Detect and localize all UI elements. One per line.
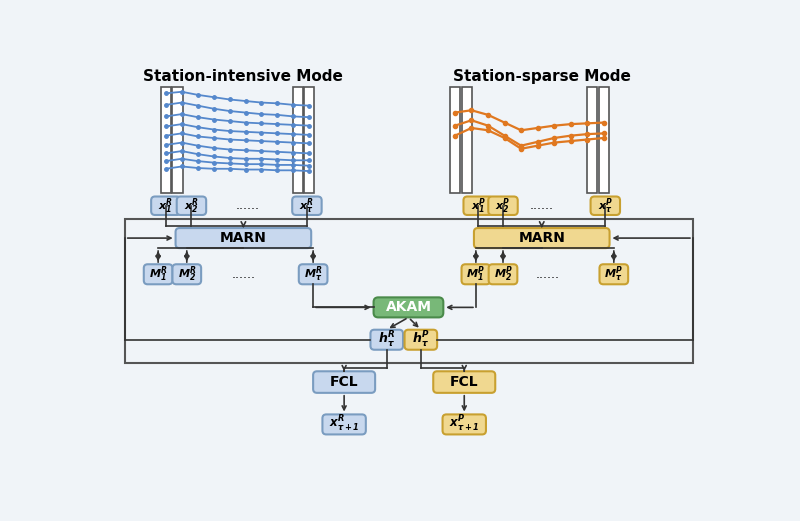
Bar xyxy=(598,87,609,193)
FancyBboxPatch shape xyxy=(590,196,620,215)
Text: Station-sparse Mode: Station-sparse Mode xyxy=(453,69,630,84)
Text: ......: ...... xyxy=(231,268,255,281)
Text: $\bfit{x}_2^P$: $\bfit{x}_2^P$ xyxy=(495,196,510,216)
FancyBboxPatch shape xyxy=(474,228,610,248)
Bar xyxy=(173,87,182,193)
Text: $\bfit{M}_2^P$: $\bfit{M}_2^P$ xyxy=(494,265,512,284)
FancyBboxPatch shape xyxy=(298,264,327,284)
FancyBboxPatch shape xyxy=(173,264,201,284)
FancyBboxPatch shape xyxy=(175,228,311,248)
Text: AKAM: AKAM xyxy=(386,301,431,314)
FancyBboxPatch shape xyxy=(434,371,495,393)
Text: ......: ...... xyxy=(530,199,554,212)
Text: $\bfit{x}_1^P$: $\bfit{x}_1^P$ xyxy=(470,196,486,216)
FancyBboxPatch shape xyxy=(488,196,518,215)
FancyBboxPatch shape xyxy=(177,196,206,215)
Bar xyxy=(161,87,171,193)
FancyBboxPatch shape xyxy=(462,264,490,284)
Text: $\bfit{h}_\tau^P$: $\bfit{h}_\tau^P$ xyxy=(412,330,430,350)
Text: $\bfit{x}_1^R$: $\bfit{x}_1^R$ xyxy=(158,196,174,216)
Bar xyxy=(293,87,302,193)
Bar xyxy=(450,87,460,193)
Bar xyxy=(587,87,597,193)
Text: $\bfit{x}_{\tau+1}^P$: $\bfit{x}_{\tau+1}^P$ xyxy=(449,414,479,435)
FancyBboxPatch shape xyxy=(144,264,173,284)
Text: Station-intensive Mode: Station-intensive Mode xyxy=(143,69,343,84)
FancyBboxPatch shape xyxy=(313,371,375,393)
FancyBboxPatch shape xyxy=(370,330,403,350)
FancyBboxPatch shape xyxy=(374,297,443,317)
Text: MARN: MARN xyxy=(518,231,565,245)
FancyBboxPatch shape xyxy=(151,196,181,215)
FancyBboxPatch shape xyxy=(405,330,437,350)
Bar xyxy=(125,219,693,363)
Text: $\bfit{M}_\tau^P$: $\bfit{M}_\tau^P$ xyxy=(605,265,623,284)
Text: $\bfit{h}_\tau^R$: $\bfit{h}_\tau^R$ xyxy=(378,330,395,350)
Text: ......: ...... xyxy=(535,268,559,281)
FancyBboxPatch shape xyxy=(442,414,486,435)
FancyBboxPatch shape xyxy=(489,264,518,284)
Text: FCL: FCL xyxy=(450,375,478,389)
Text: $\bfit{M}_\tau^R$: $\bfit{M}_\tau^R$ xyxy=(304,265,322,284)
Text: $\bfit{x}_2^R$: $\bfit{x}_2^R$ xyxy=(184,196,199,216)
FancyBboxPatch shape xyxy=(292,196,322,215)
FancyBboxPatch shape xyxy=(463,196,493,215)
Text: ......: ...... xyxy=(235,199,259,212)
Text: $\bfit{M}_2^R$: $\bfit{M}_2^R$ xyxy=(178,265,196,284)
FancyBboxPatch shape xyxy=(322,414,366,435)
FancyBboxPatch shape xyxy=(599,264,628,284)
Bar xyxy=(462,87,472,193)
Text: $\bfit{M}_1^R$: $\bfit{M}_1^R$ xyxy=(149,265,167,284)
Text: $\bfit{x}_\tau^P$: $\bfit{x}_\tau^P$ xyxy=(598,196,613,216)
Text: FCL: FCL xyxy=(330,375,358,389)
Text: MARN: MARN xyxy=(220,231,267,245)
Bar xyxy=(304,87,314,193)
Text: $\bfit{x}_{\tau+1}^R$: $\bfit{x}_{\tau+1}^R$ xyxy=(329,414,359,435)
Text: $\bfit{x}_\tau^R$: $\bfit{x}_\tau^R$ xyxy=(299,196,314,216)
Text: $\bfit{M}_1^P$: $\bfit{M}_1^P$ xyxy=(466,265,486,284)
